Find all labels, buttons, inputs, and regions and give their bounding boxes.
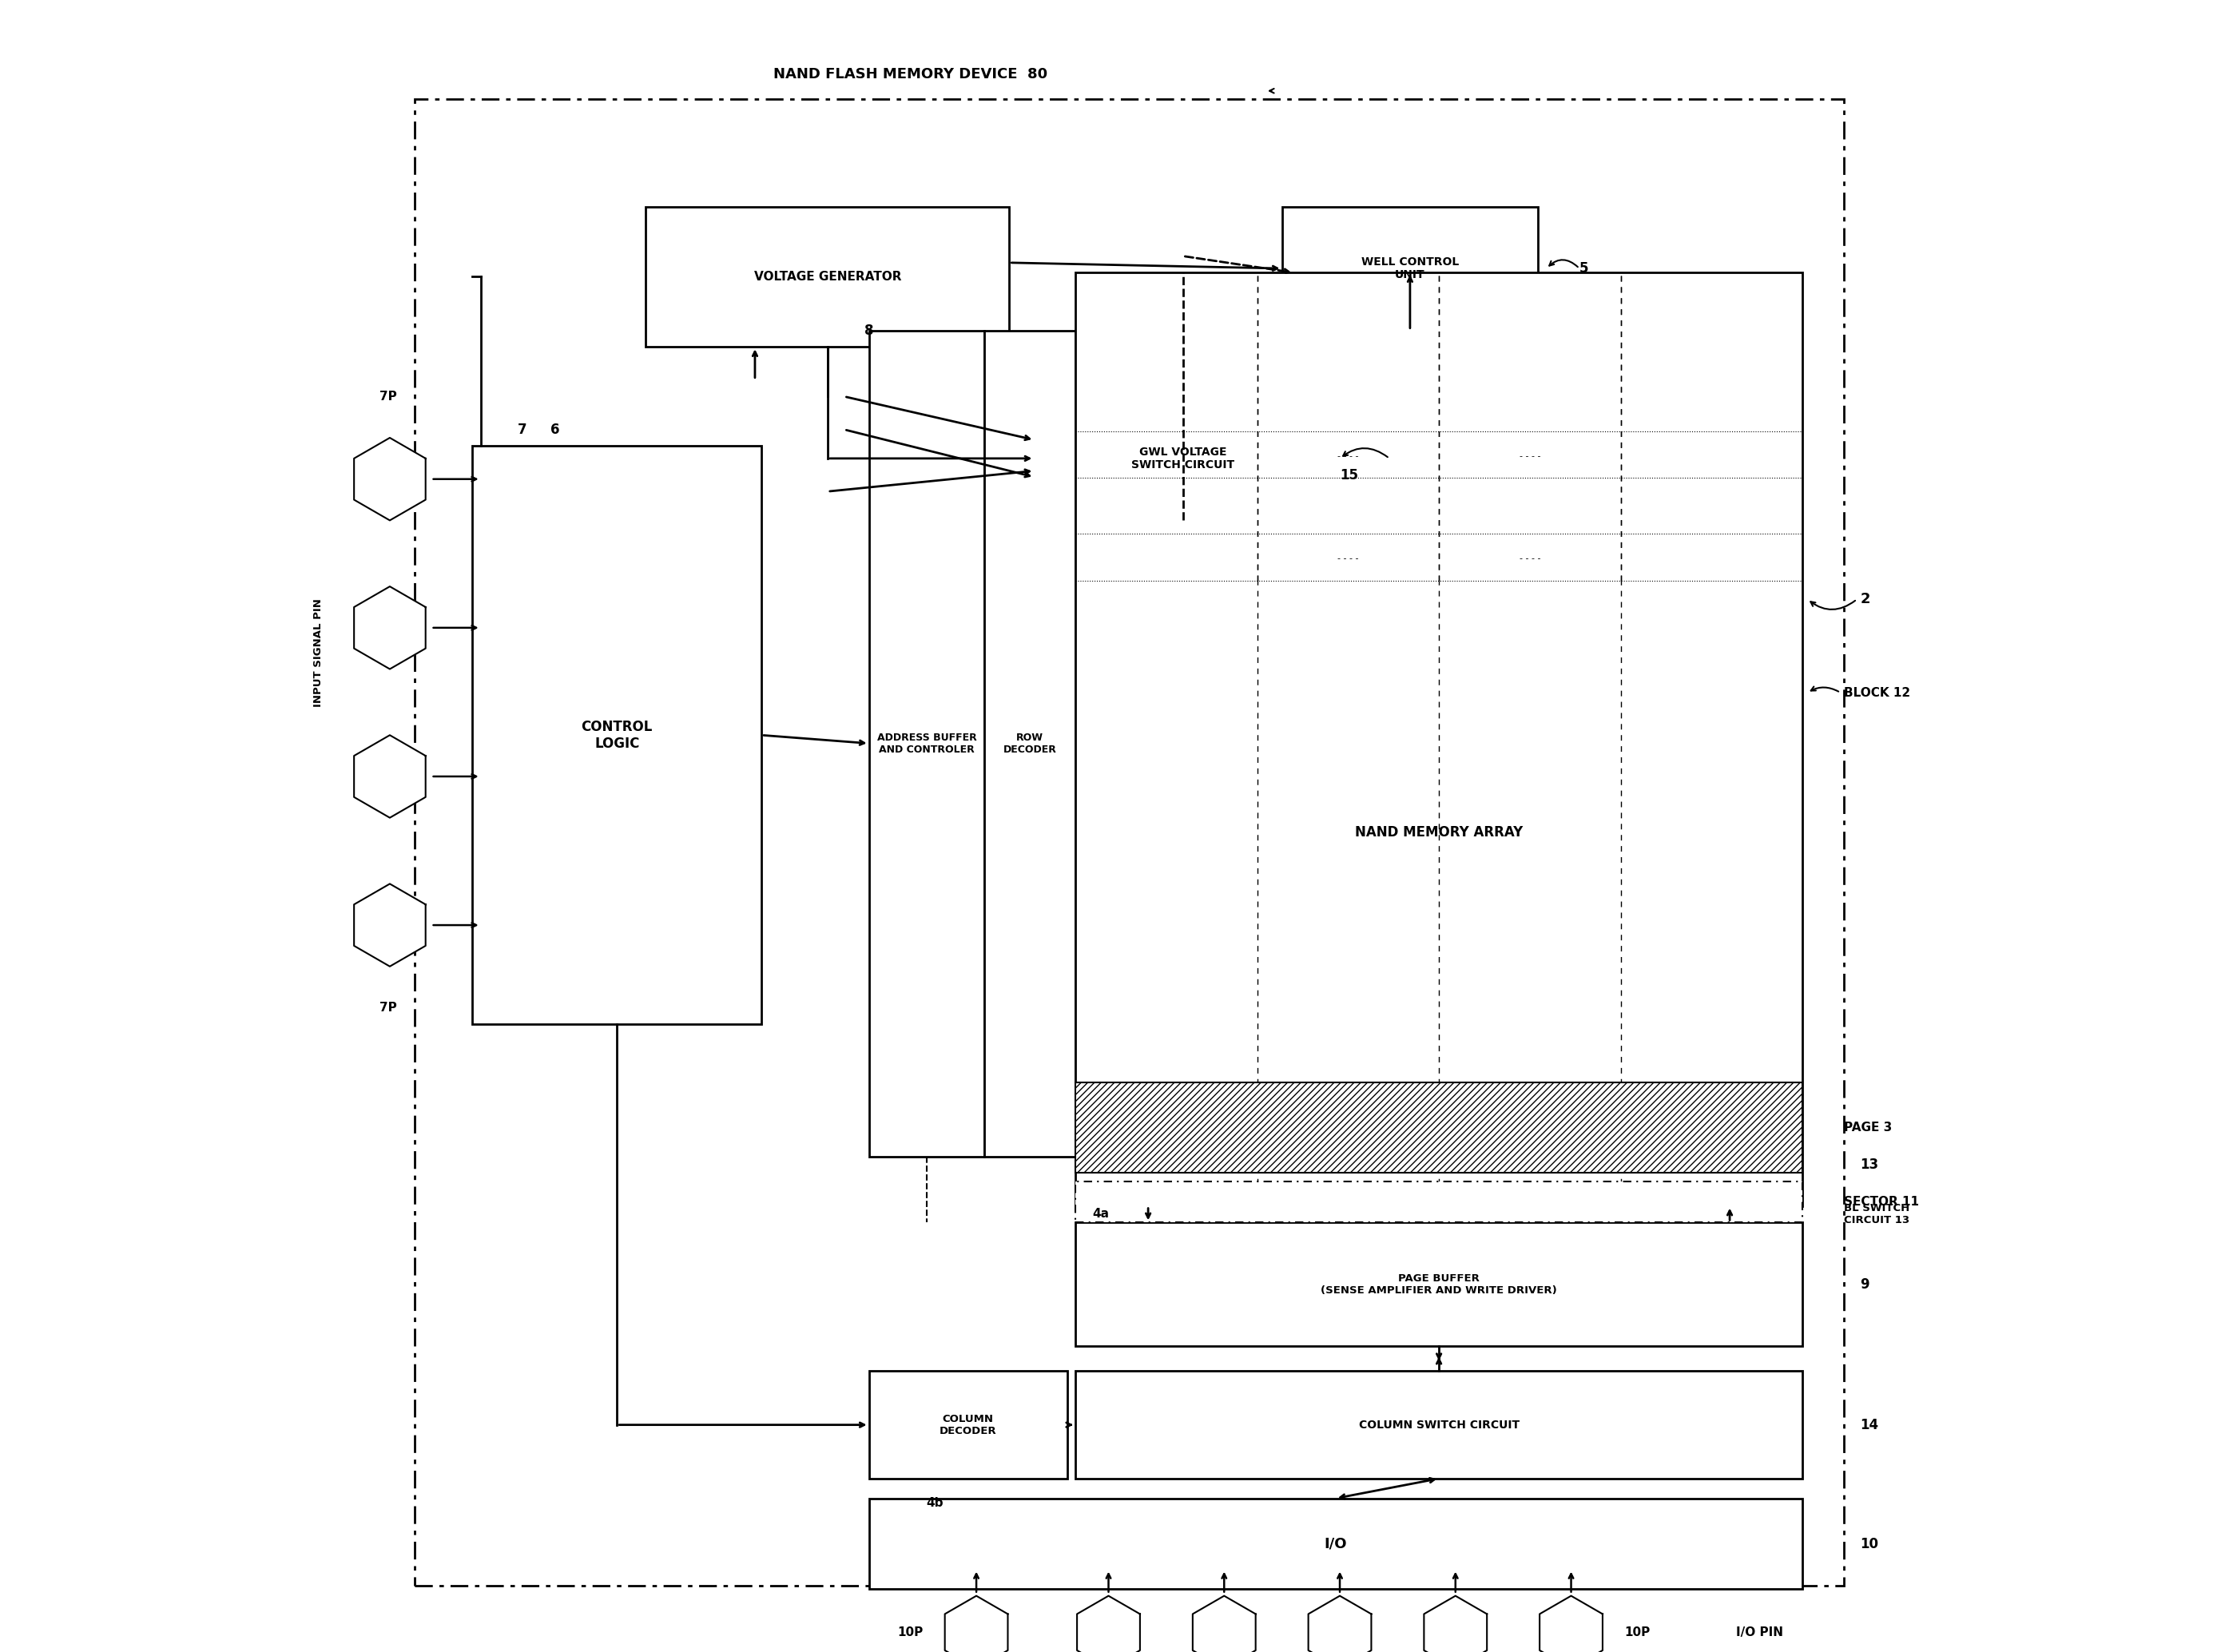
- Text: VOLTAGE GENERATOR: VOLTAGE GENERATOR: [754, 271, 902, 282]
- Text: 4b: 4b: [927, 1497, 944, 1510]
- Bar: [1075, 1371, 1802, 1479]
- Text: CONTROL
LOGIC: CONTROL LOGIC: [581, 720, 652, 750]
- Text: - - - -: - - - -: [1519, 453, 1541, 459]
- Text: COLUMN SWITCH CIRCUIT: COLUMN SWITCH CIRCUIT: [1359, 1419, 1519, 1431]
- Text: 7P: 7P: [379, 390, 397, 403]
- Text: WELL CONTROL
UNIT: WELL CONTROL UNIT: [1361, 256, 1459, 281]
- Polygon shape: [1193, 1596, 1255, 1652]
- Polygon shape: [355, 884, 426, 966]
- Text: I/O: I/O: [1324, 1536, 1348, 1551]
- Bar: [1075, 1181, 1802, 1222]
- Text: SECTOR 11: SECTOR 11: [1845, 1196, 1918, 1208]
- Text: GWL VOLTAGE
SWITCH CIRCUIT: GWL VOLTAGE SWITCH CIRCUIT: [1131, 446, 1235, 471]
- Bar: [1033, 396, 1332, 520]
- Text: 10P: 10P: [898, 1626, 922, 1639]
- Text: 9: 9: [1860, 1277, 1869, 1292]
- Bar: [869, 330, 984, 1156]
- Text: 14: 14: [1860, 1417, 1878, 1432]
- Polygon shape: [944, 1596, 1009, 1652]
- Text: ROW
DECODER: ROW DECODER: [1004, 732, 1058, 755]
- Polygon shape: [355, 438, 426, 520]
- Bar: [415, 99, 1845, 1586]
- Bar: [869, 1498, 1802, 1589]
- Text: - - - -: - - - -: [1519, 555, 1541, 563]
- Bar: [1075, 1222, 1802, 1346]
- Text: 8: 8: [865, 324, 873, 337]
- Bar: [984, 330, 1075, 1156]
- Text: 13: 13: [1860, 1158, 1878, 1171]
- Polygon shape: [1077, 1596, 1140, 1652]
- Text: 6: 6: [550, 423, 559, 436]
- Text: COLUMN
DECODER: COLUMN DECODER: [940, 1414, 998, 1436]
- Polygon shape: [355, 735, 426, 818]
- Text: 7: 7: [517, 423, 528, 436]
- Text: NAND FLASH MEMORY DEVICE  80: NAND FLASH MEMORY DEVICE 80: [774, 68, 1046, 81]
- Text: - - - -: - - - -: [1337, 555, 1359, 563]
- Text: 7P: 7P: [379, 1001, 397, 1014]
- Polygon shape: [1539, 1596, 1603, 1652]
- Bar: [645, 206, 1009, 347]
- Text: BLOCK 12: BLOCK 12: [1845, 687, 1911, 699]
- Text: INPUT SIGNAL PIN: INPUT SIGNAL PIN: [313, 598, 324, 707]
- Bar: [1075, 273, 1802, 1206]
- Text: NAND MEMORY ARRAY: NAND MEMORY ARRAY: [1355, 826, 1523, 839]
- Polygon shape: [1423, 1596, 1488, 1652]
- Text: BL SWITCH
CIRCUIT 13: BL SWITCH CIRCUIT 13: [1845, 1203, 1909, 1226]
- Text: 5: 5: [1579, 261, 1590, 276]
- Bar: [869, 1371, 1066, 1479]
- Text: PAGE BUFFER
(SENSE AMPLIFIER AND WRITE DRIVER): PAGE BUFFER (SENSE AMPLIFIER AND WRITE D…: [1321, 1274, 1556, 1295]
- Text: 10: 10: [1860, 1536, 1878, 1551]
- Polygon shape: [1308, 1596, 1372, 1652]
- Text: ADDRESS BUFFER
AND CONTROLER: ADDRESS BUFFER AND CONTROLER: [878, 732, 978, 755]
- Text: 4a: 4a: [1093, 1208, 1108, 1221]
- Text: 10P: 10P: [1625, 1626, 1649, 1639]
- Text: 2: 2: [1860, 591, 1871, 606]
- Text: I/O PIN: I/O PIN: [1736, 1626, 1782, 1639]
- Polygon shape: [355, 586, 426, 669]
- Bar: [1075, 1082, 1802, 1173]
- Text: PAGE 3: PAGE 3: [1845, 1122, 1891, 1133]
- Text: 15: 15: [1339, 468, 1359, 482]
- Bar: [472, 446, 763, 1024]
- Bar: [1281, 206, 1539, 330]
- Text: - - - -: - - - -: [1337, 453, 1359, 459]
